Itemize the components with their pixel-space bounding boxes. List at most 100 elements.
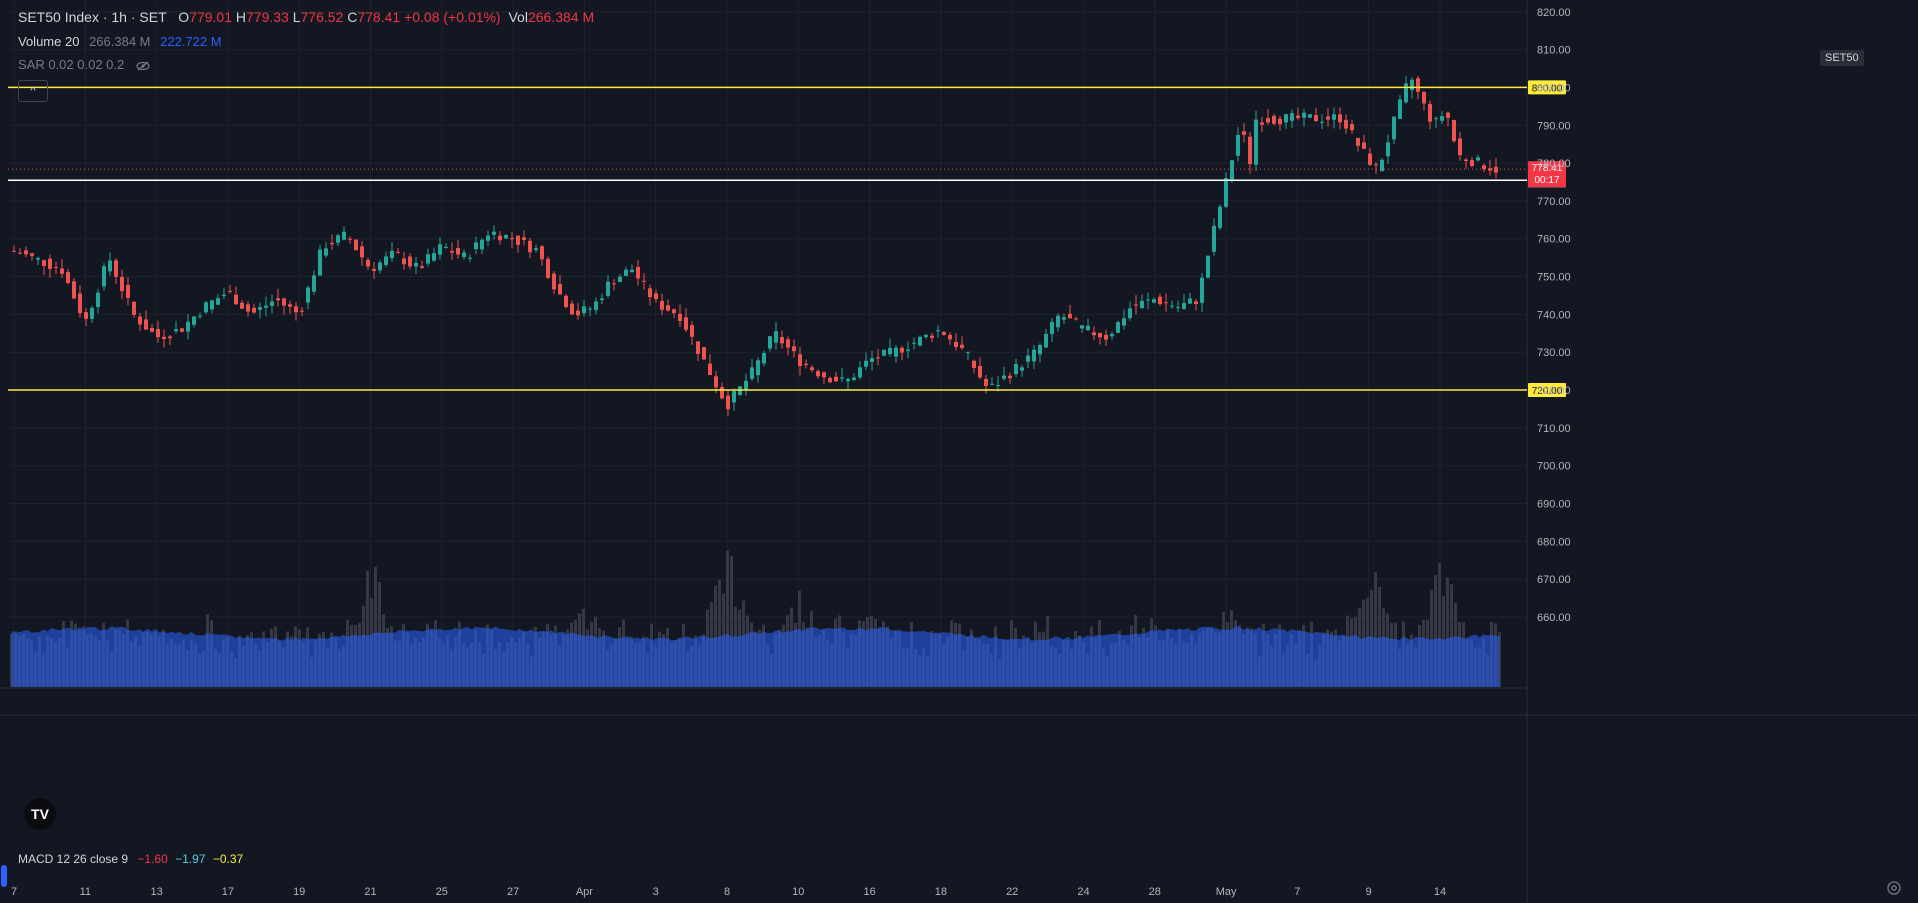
volume-legend[interactable]: Volume 20 266.384 M 222.722 M [18,34,222,49]
y-tick-label: 720.00 [1537,385,1571,397]
candle-body [114,260,118,277]
candle-body [1458,138,1462,156]
candle-body [210,300,214,310]
candle-body [1014,363,1018,375]
candle-body [168,336,172,339]
candle-body [1446,112,1450,118]
candle-body [1284,114,1288,123]
candle-body [264,305,268,308]
candle-body [1188,298,1192,304]
candle-body [1320,121,1324,123]
volume-bar [366,570,369,687]
candle-body [1398,99,1402,119]
candle-body [984,378,988,387]
volume-bar [1446,577,1449,687]
candle-body [1146,299,1150,301]
eye-off-icon[interactable] [136,61,150,71]
candle-body [1176,306,1180,308]
collapse-legend-button[interactable]: ^ [18,80,48,102]
candle-body [342,231,346,240]
price-axis[interactable]: 820.00 810.00 800.00 790.00 780.00 770.00 760.… [1537,7,1571,624]
x-tick-label: 10 [792,886,804,898]
candle-body [900,347,904,353]
volume-bar [1450,584,1453,687]
candle-body [1098,332,1102,338]
macd-signal-value: −1.97 [175,852,206,866]
candle-body [84,312,88,319]
symbol-legend[interactable]: SET50 Index · 1h · SET O779.01 H779.33 L… [18,9,594,25]
candle-body [1482,165,1486,170]
candle-body [816,371,820,377]
candle-body [486,235,490,241]
candle-body [108,260,112,272]
candle-body [660,300,664,310]
x-tick-label: 22 [1006,886,1018,898]
candle-body [846,378,850,382]
candle-body [306,287,310,303]
candle-body [1344,119,1348,129]
candle-body [1200,277,1204,303]
high-label: H [235,9,246,25]
candle-body [1158,296,1162,305]
candle-body [642,280,646,282]
time-axis[interactable]: 7 11 13 17 19 21 25 27 Apr 3 8 10 16 18 22 24 28 May 7 9 14 [11,886,1446,898]
candle-body [330,243,334,245]
candle-body [294,306,298,313]
candle-body [1086,325,1090,331]
y-tick-label: 780.00 [1537,158,1571,170]
candle-body [1356,137,1360,146]
candle-body [432,253,436,261]
candle-body [546,258,550,278]
candle-body [906,349,910,351]
candle-body [1296,115,1300,119]
candle-body [48,258,52,269]
x-tick-label: 24 [1077,886,1089,898]
candle-body [870,358,874,363]
candle-body [1488,168,1492,171]
candle-body [1452,119,1456,142]
candle-body [948,334,952,340]
candle-body [678,313,682,322]
candle-body [840,377,844,379]
settings-icon[interactable] [1886,880,1902,896]
volume-ma-value: 222.722 M [160,34,222,49]
volume-bar [1434,575,1437,687]
candle-body [582,306,586,314]
y-tick-label: 670.00 [1537,574,1571,586]
candle-body [1374,164,1378,166]
candle-body [1128,308,1132,319]
candle-body [96,292,100,307]
candle-body [834,376,838,382]
countdown-value: 00:17 [1534,175,1559,186]
candle-body [756,360,760,376]
candle-body [1392,116,1396,140]
candle-body [1410,79,1414,91]
sar-legend[interactable]: SAR 0.02 0.02 0.2 [18,57,150,72]
candle-body [144,319,148,330]
level-tag-800.00 [1528,80,1566,95]
scroll-handle[interactable] [1,865,7,887]
candle-body [300,310,304,312]
candle-body [552,273,556,290]
candle-body [786,339,790,348]
candle-body [468,257,472,259]
tradingview-logo[interactable]: TV [24,798,56,830]
candle-body [258,307,262,310]
candle-body [882,349,886,356]
candle-body [54,266,58,268]
candle-body [216,298,220,305]
close-value: 778.41 [357,9,401,25]
candle-body [912,342,916,344]
candle-body [1164,302,1168,304]
x-tick-label: 8 [724,886,730,898]
volume-bar [1378,586,1381,687]
volume-bar [726,550,729,687]
candle-body [624,269,628,276]
open-value: 779.01 [189,9,232,25]
candle-body [438,244,442,255]
x-tick-label: 3 [653,886,659,898]
macd-legend[interactable]: MACD 12 26 close 9 −1.60 −1.97 −0.37 [18,852,243,866]
